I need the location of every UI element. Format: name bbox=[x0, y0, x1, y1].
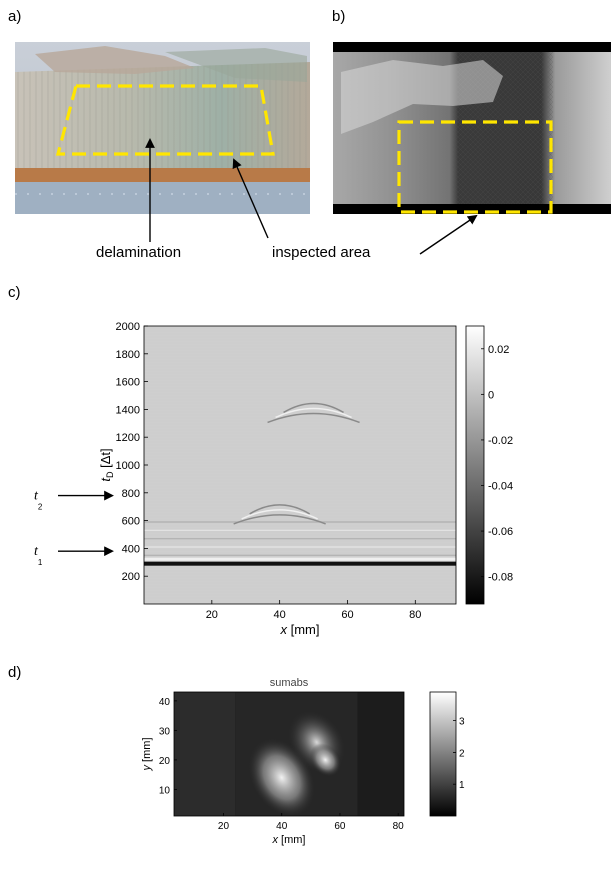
callout-inspected-area: inspected area bbox=[272, 244, 371, 261]
panel-label-c: c) bbox=[8, 284, 21, 301]
c-colorbar-tick-label: -0.02 bbox=[488, 435, 513, 447]
d-y-tick-label: 20 bbox=[159, 756, 171, 767]
c-y-tick-label: 2000 bbox=[116, 321, 140, 333]
panel-label-b: b) bbox=[332, 8, 346, 25]
echo-arc-2 bbox=[249, 504, 311, 515]
c-plot-area bbox=[143, 325, 457, 605]
panel-label-a: a) bbox=[8, 8, 22, 25]
bright-layer bbox=[341, 60, 503, 134]
d-x-tick-label: 20 bbox=[218, 821, 230, 832]
c-y-tick-label: 400 bbox=[122, 543, 140, 555]
c-y-tick-label: 1000 bbox=[116, 460, 140, 472]
d-y-tick-label: 30 bbox=[159, 726, 171, 737]
arrow-inspected-area-a bbox=[232, 158, 269, 239]
c-y-tick-label: 1200 bbox=[116, 432, 140, 444]
d-colorbar-tick-label: 2 bbox=[459, 748, 465, 759]
d-colorbar-tick-label: 1 bbox=[459, 780, 465, 791]
c-y-tick-label: 1400 bbox=[116, 404, 140, 416]
c-y-axis-label: tD [Δt] bbox=[98, 448, 115, 481]
d-colorbar-gradient bbox=[429, 691, 457, 817]
c-colorbar-tick-label: -0.06 bbox=[488, 526, 513, 538]
d-plot-area bbox=[173, 691, 405, 817]
d-x-axis-label: x [mm] bbox=[271, 834, 305, 846]
c-x-axis-label: x [mm] bbox=[279, 622, 319, 637]
echo-arc-2 bbox=[233, 514, 326, 525]
c-y-tick-label: 600 bbox=[122, 516, 140, 528]
c-y-tick-label: 200 bbox=[122, 571, 140, 583]
panel-d-chart: sumabs 20 40 60 80 10 20 30 40 1 2 3 x [mm] y [m… bbox=[141, 677, 465, 846]
c-colorbar-tick-label: 0 bbox=[488, 389, 494, 401]
panel-a-photo bbox=[15, 42, 310, 214]
panel-c-chart: 20 40 60 80 200 400 600 800 1000 1200 1400 1600 180… bbox=[34, 321, 513, 637]
callout-delamination: delamination bbox=[96, 244, 182, 261]
echo-arc-2 bbox=[241, 509, 318, 520]
c-colorbar-gradient bbox=[465, 325, 485, 605]
c-colorbar-tick-label: -0.04 bbox=[488, 481, 513, 493]
d-y-tick-label: 10 bbox=[159, 785, 171, 796]
c-y-tick-label: 800 bbox=[122, 488, 140, 500]
d-x-tick-label: 80 bbox=[393, 821, 405, 832]
c-y-tick-label: 1600 bbox=[116, 377, 140, 389]
c-x-tick-label: 80 bbox=[409, 609, 421, 621]
c-x-tick-label: 20 bbox=[206, 609, 218, 621]
c-y-tick-label: 1800 bbox=[116, 349, 140, 361]
callout-arrows bbox=[145, 138, 478, 255]
d-title: sumabs bbox=[270, 677, 309, 689]
delamination-outline bbox=[55, 84, 275, 156]
d-y-tick-label: 40 bbox=[159, 697, 171, 708]
marker-label-t1: t1 bbox=[34, 544, 43, 567]
d-x-tick-label: 40 bbox=[276, 821, 288, 832]
c-colorbar: 0.02 0 -0.02 -0.04 -0.06 -0.08 bbox=[465, 325, 513, 605]
echo-arc-3 bbox=[267, 412, 360, 424]
c-colorbar-tick-label: -0.08 bbox=[488, 572, 513, 584]
panel-b-scan bbox=[333, 42, 611, 214]
ruler bbox=[15, 182, 310, 214]
table-edge bbox=[15, 168, 310, 182]
c-x-tick-label: 40 bbox=[274, 609, 286, 621]
reflection-halo bbox=[144, 557, 456, 561]
d-y-axis-label: y [mm] bbox=[141, 737, 153, 771]
panel-label-d: d) bbox=[8, 664, 22, 681]
d-colorbar: 1 2 3 bbox=[429, 691, 465, 817]
c-x-tick-label: 60 bbox=[341, 609, 353, 621]
echo-arc-3 bbox=[283, 402, 344, 414]
d-x-tick-label: 60 bbox=[334, 821, 346, 832]
arrow-inspected-area-b bbox=[419, 214, 478, 255]
d-colorbar-tick-label: 3 bbox=[459, 717, 465, 728]
reflection-band bbox=[144, 561, 456, 566]
marker-label-t2: t2 bbox=[34, 489, 43, 512]
inspected-area-outline bbox=[397, 120, 553, 214]
echo-arc-3 bbox=[275, 407, 352, 419]
c-colorbar-tick-label: 0.02 bbox=[488, 344, 509, 356]
